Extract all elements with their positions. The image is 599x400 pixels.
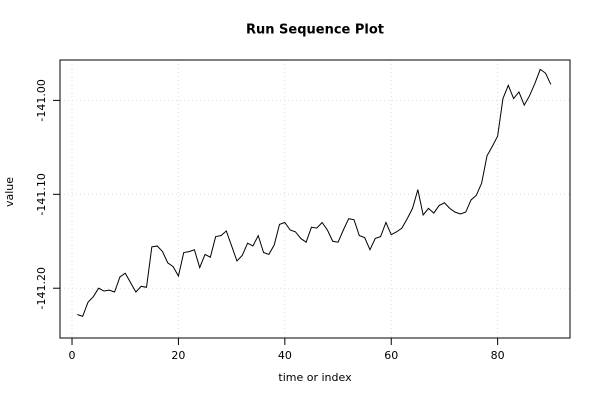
- y-axis-label: value: [3, 177, 16, 207]
- x-tick-label: 0: [69, 349, 76, 362]
- chart-title: Run Sequence Plot: [246, 23, 384, 38]
- y-tick-label: -141.00: [35, 79, 48, 121]
- x-tick-label: 40: [278, 349, 292, 362]
- x-tick-label: 80: [491, 349, 505, 362]
- y-tick-label: -141.10: [35, 173, 48, 215]
- data-line: [77, 68, 552, 318]
- x-axis-label: time or index: [278, 371, 352, 384]
- x-tick-label: 60: [384, 349, 398, 362]
- x-tick-label: 20: [171, 349, 185, 362]
- plot-frame: [59, 59, 571, 339]
- y-tick-label: -141.20: [35, 267, 48, 309]
